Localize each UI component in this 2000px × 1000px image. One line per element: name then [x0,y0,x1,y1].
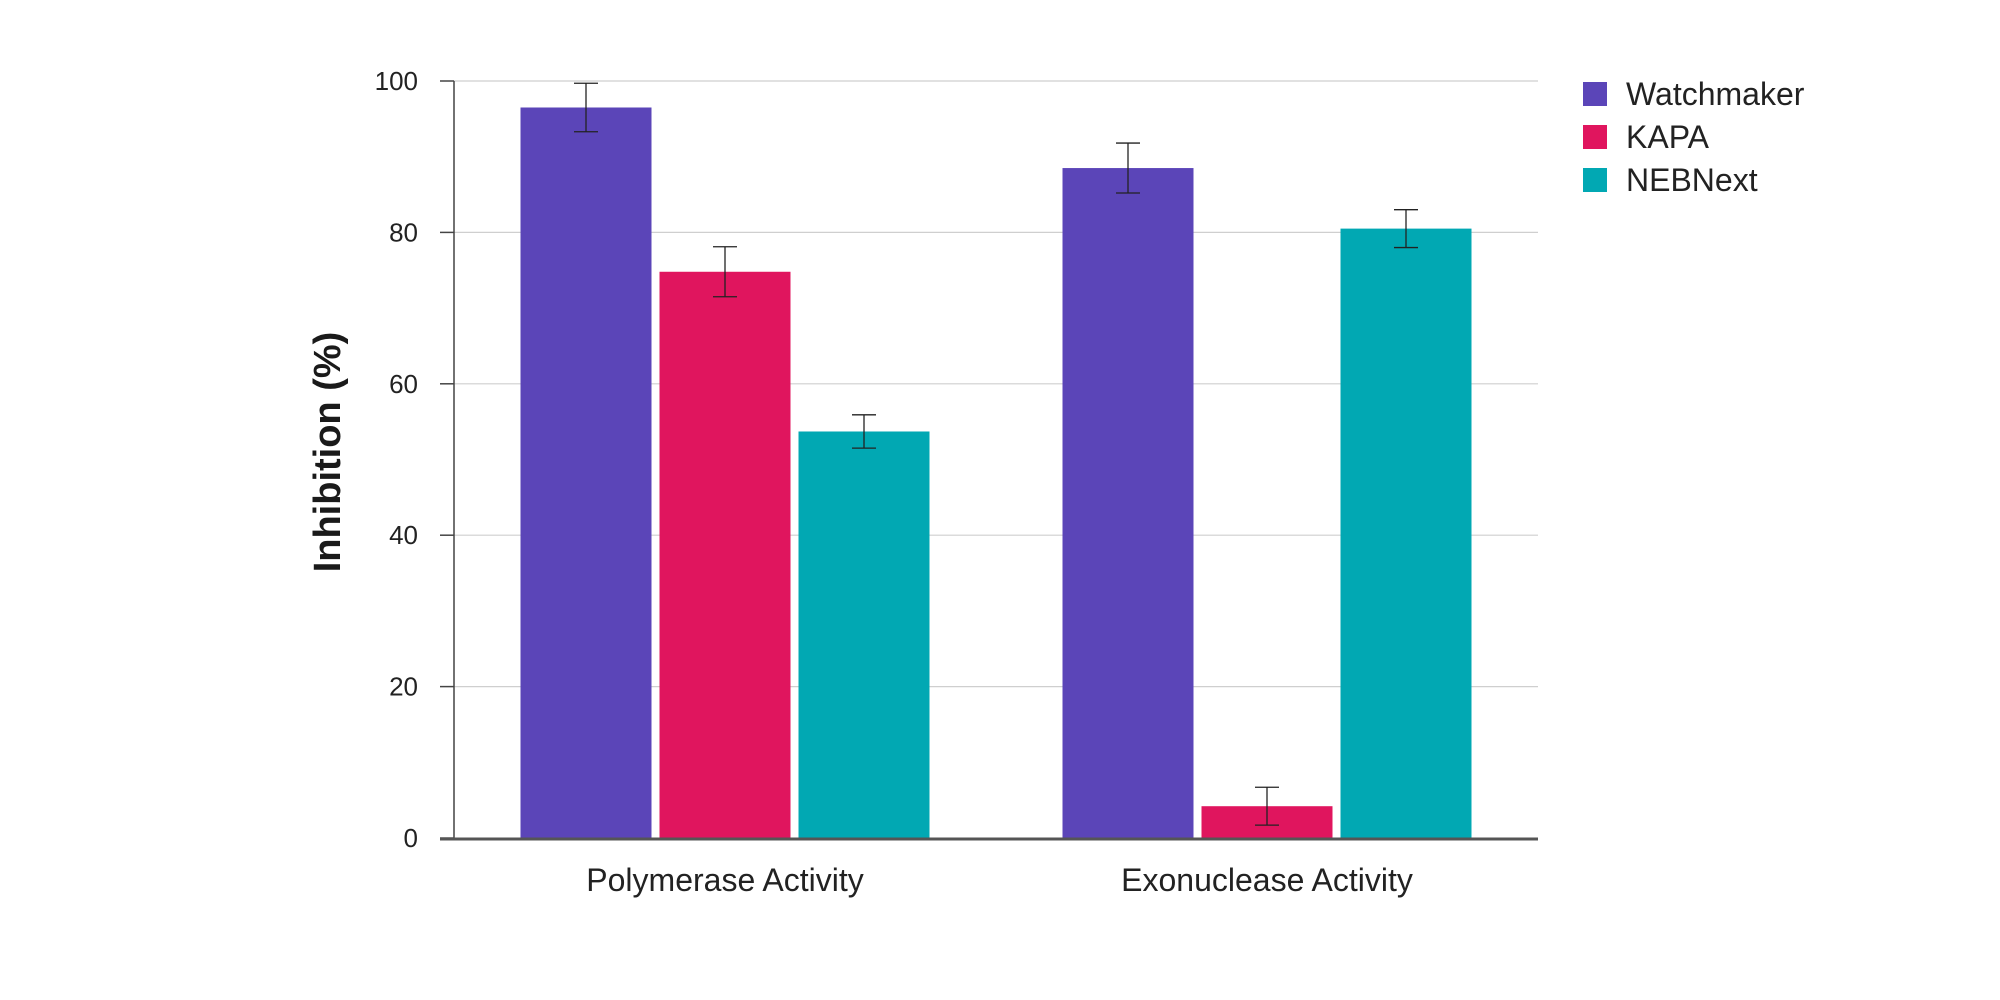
error-bar [1116,142,1140,194]
bar-nebnext-2 [1340,228,1472,839]
bar-kapa-1 [659,271,791,838]
bar-nebnext-1 [798,431,930,838]
error-bar [713,246,737,298]
y-tick-label: 60 [389,369,418,399]
legend-item: NEBNext [1583,162,1758,198]
legend-swatch [1583,125,1607,149]
legend-swatch [1583,82,1607,106]
error-bar [1394,209,1418,249]
x-category-label: Polymerase Activity [586,862,863,898]
y-tick-label: 0 [404,823,418,853]
x-category-label: Exonuclease Activity [1121,862,1413,898]
y-tick-label: 20 [389,672,418,702]
legend-swatch [1583,168,1607,192]
legend-label: NEBNext [1626,162,1758,198]
bars [520,107,1472,839]
error-bar [1255,786,1279,826]
y-axis-title: Inhibition (%) [307,332,349,573]
legend-item: KAPA [1583,119,1710,155]
bar-watchmaker-1 [520,107,652,839]
y-tick-label: 40 [389,520,418,550]
legend-item: Watchmaker [1583,76,1805,112]
bar-watchmaker-2 [1062,168,1194,838]
error-bar [852,414,876,449]
y-tick-label: 100 [375,66,418,96]
error-bar [574,82,598,133]
legend: Watchmaker KAPA NEBNext [1583,76,1805,198]
axis-labels: Inhibition (%) 0 20 40 60 80 100 Polymerase Ac… [307,66,1413,898]
y-tick-label: 80 [389,217,418,247]
legend-label: Watchmaker [1626,76,1805,112]
error-bars [574,82,1418,826]
axes [440,80,1538,841]
legend-label: KAPA [1626,119,1710,155]
